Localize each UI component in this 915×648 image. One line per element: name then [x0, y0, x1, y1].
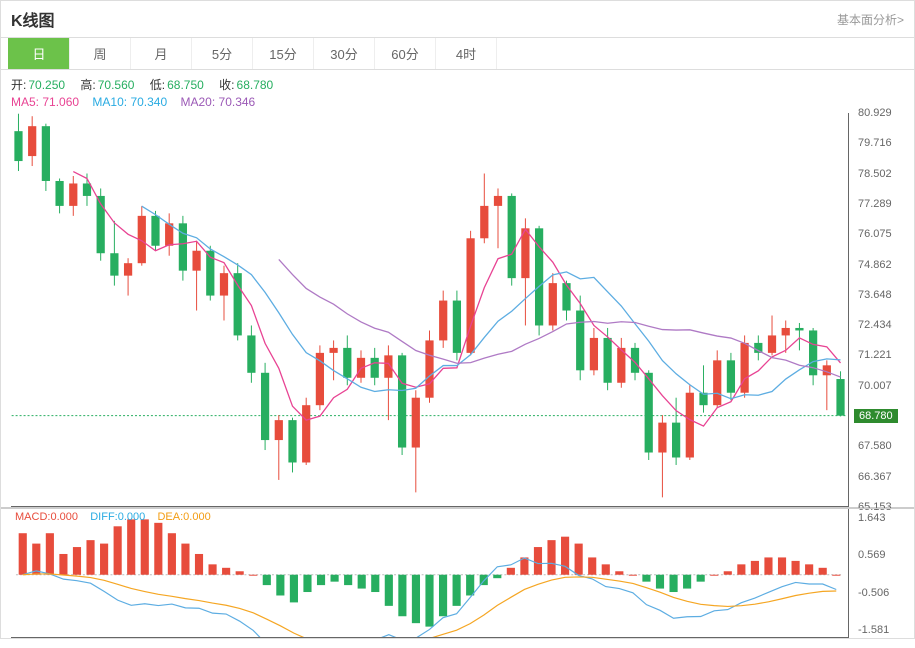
tab-60分[interactable]: 60分 — [374, 38, 436, 69]
tab-15分[interactable]: 15分 — [252, 38, 314, 69]
price-ytick: 80.929 — [858, 107, 892, 119]
low-label: 低: — [150, 78, 165, 92]
kline-panel: K线图 基本面分析> 日周月5分15分30分60分4时 开:70.250 高:7… — [0, 0, 915, 639]
price-ytick: 66.367 — [858, 471, 892, 483]
price-chart[interactable]: 80.92979.71678.50277.28976.07574.86273.6… — [1, 113, 914, 508]
tab-5分[interactable]: 5分 — [191, 38, 253, 69]
close-value: 68.780 — [237, 78, 274, 92]
price-ytick: 73.648 — [858, 289, 892, 301]
dea-label: DEA: — [157, 511, 183, 523]
price-yaxis: 80.92979.71678.50277.28976.07574.86273.6… — [854, 113, 914, 507]
macd-ytick: -1.581 — [858, 624, 889, 636]
tab-周[interactable]: 周 — [69, 38, 131, 69]
macd-value: 0.000 — [50, 511, 78, 523]
timeframe-tabs: 日周月5分15分30分60分4时 — [1, 37, 914, 70]
price-ytick: 72.434 — [858, 319, 892, 331]
last-price-badge: 68.780 — [854, 409, 898, 423]
tab-日[interactable]: 日 — [8, 38, 70, 69]
price-ytick: 78.502 — [858, 168, 892, 180]
diff-value: 0.000 — [118, 511, 146, 523]
price-ytick: 77.289 — [858, 198, 892, 210]
ma10-label: MA10: — [92, 95, 127, 109]
open-label: 开: — [11, 78, 26, 92]
diff-label: DIFF: — [90, 511, 118, 523]
ma5-label: MA5: — [11, 95, 39, 109]
open-value: 70.250 — [28, 78, 65, 92]
price-ytick: 71.221 — [858, 349, 892, 361]
high-label: 高: — [80, 78, 95, 92]
tab-月[interactable]: 月 — [130, 38, 192, 69]
ohlc-row: 开:70.250 高:70.560 低:68.750 收:68.780 — [1, 70, 914, 93]
price-ytick: 70.007 — [858, 380, 892, 392]
ma-row: MA5: 71.060 MA10: 70.340 MA20: 70.346 — [1, 93, 914, 113]
dea-value: 0.000 — [183, 511, 211, 523]
ma20-label: MA20: — [180, 95, 215, 109]
price-ytick: 79.716 — [858, 137, 892, 149]
price-ytick: 74.862 — [858, 259, 892, 271]
price-ytick: 67.580 — [858, 440, 892, 452]
tab-30分[interactable]: 30分 — [313, 38, 375, 69]
fundamental-analysis-link[interactable]: 基本面分析> — [837, 11, 904, 28]
ma20-value: 70.346 — [219, 95, 256, 109]
high-value: 70.560 — [98, 78, 135, 92]
macd-ytick: -0.506 — [858, 587, 889, 599]
ma5-value: 71.060 — [42, 95, 79, 109]
macd-chart[interactable]: MACD:0.000 DIFF:0.000 DEA:0.000 1.6430.5… — [1, 508, 914, 638]
macd-ytick: 1.643 — [858, 512, 886, 524]
macd-ytick: 0.569 — [858, 549, 886, 561]
macd-label: MACD: — [15, 511, 50, 523]
price-ytick: 76.075 — [858, 228, 892, 240]
macd-yaxis: 1.643 0.569 -0.506 -1.581 — [854, 509, 914, 638]
tab-4时[interactable]: 4时 — [435, 38, 497, 69]
low-value: 68.750 — [167, 78, 204, 92]
ma10-value: 70.340 — [130, 95, 167, 109]
panel-header: K线图 基本面分析> — [1, 1, 914, 37]
panel-title: K线图 — [11, 7, 55, 31]
macd-legend: MACD:0.000 DIFF:0.000 DEA:0.000 — [15, 511, 211, 523]
close-label: 收: — [219, 78, 234, 92]
